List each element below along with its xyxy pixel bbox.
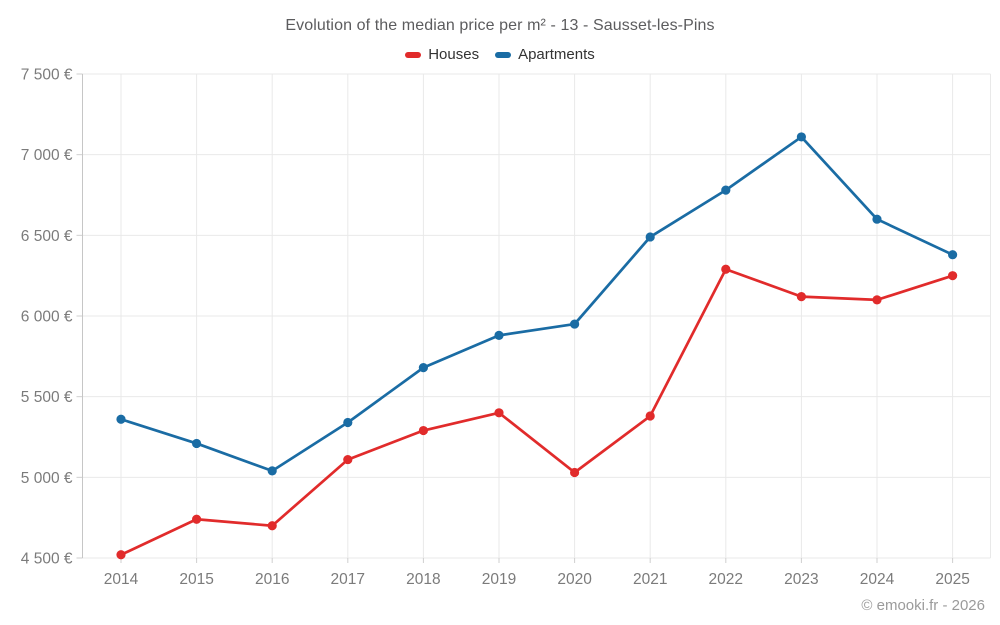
x-tick-label: 2017 bbox=[331, 571, 365, 588]
apartments-point-2014[interactable] bbox=[116, 414, 126, 424]
houses-series-label: Houses bbox=[428, 46, 480, 63]
x-tick-label: 2025 bbox=[935, 571, 969, 588]
apartments-point-2025[interactable] bbox=[948, 250, 958, 260]
x-tick-label: 2022 bbox=[709, 571, 743, 588]
y-tick-label: 5 500 € bbox=[21, 389, 73, 406]
x-tick-label: 2021 bbox=[633, 571, 667, 588]
houses-point-2017[interactable] bbox=[343, 454, 353, 465]
chart-legend: Houses Apartments bbox=[0, 46, 1000, 63]
houses-point-2024[interactable] bbox=[872, 295, 882, 305]
y-tick-label: 4 500 € bbox=[21, 551, 73, 568]
apartments-point-2024[interactable] bbox=[872, 214, 882, 224]
houses-point-2016[interactable] bbox=[267, 521, 277, 531]
houses-point-2019[interactable] bbox=[494, 408, 504, 418]
x-tick-label: 2020 bbox=[557, 571, 592, 588]
apartments-series-label: Apartments bbox=[518, 46, 595, 63]
apartments-point-2017[interactable] bbox=[343, 417, 353, 428]
x-tick-label: 2014 bbox=[104, 571, 139, 588]
apartments-line bbox=[119, 135, 954, 473]
y-tick-label: 7 000 € bbox=[21, 147, 73, 164]
apartments-series-swatch bbox=[495, 51, 512, 58]
houses-point-2014[interactable] bbox=[116, 550, 126, 560]
y-tick-label: 5 000 € bbox=[21, 470, 73, 487]
x-tick-label: 2015 bbox=[179, 571, 213, 588]
apartments-point-2015[interactable] bbox=[192, 438, 202, 449]
houses-point-2023[interactable] bbox=[796, 292, 807, 302]
apartments-point-2019[interactable] bbox=[494, 330, 504, 340]
apartments-point-2022[interactable] bbox=[721, 185, 731, 195]
y-tick-label: 7 500 € bbox=[21, 67, 73, 84]
apartments-point-2018[interactable] bbox=[418, 363, 428, 373]
legend-item-houses[interactable]: Houses bbox=[405, 46, 479, 63]
watermark-credit: © emooki.fr - 2026 bbox=[861, 597, 985, 614]
apartments-point-2020[interactable] bbox=[570, 319, 580, 329]
x-tick-label: 2018 bbox=[406, 571, 440, 588]
houses-line bbox=[119, 267, 954, 557]
x-tick-label: 2016 bbox=[255, 571, 289, 588]
apartments-point-2021[interactable] bbox=[645, 232, 655, 242]
houses-series-swatch bbox=[405, 51, 422, 58]
x-tick-label: 2019 bbox=[482, 571, 516, 588]
x-tick-label: 2023 bbox=[784, 571, 818, 588]
houses-point-2018[interactable] bbox=[418, 425, 428, 436]
chart-title: Evolution of the median price per m² - 1… bbox=[285, 17, 715, 34]
houses-point-2025[interactable] bbox=[948, 271, 958, 281]
legend-item-apartments[interactable]: Apartments bbox=[495, 46, 595, 63]
houses-point-2015[interactable] bbox=[192, 514, 202, 524]
apartments-point-2016[interactable] bbox=[267, 466, 277, 476]
x-tick-label: 2024 bbox=[860, 571, 895, 588]
y-tick-label: 6 500 € bbox=[21, 228, 73, 245]
apartments-point-2023[interactable] bbox=[796, 132, 807, 142]
houses-point-2022[interactable] bbox=[721, 264, 731, 274]
y-tick-label: 6 000 € bbox=[21, 309, 73, 326]
houses-point-2020[interactable] bbox=[570, 467, 580, 478]
houses-point-2021[interactable] bbox=[645, 411, 655, 421]
